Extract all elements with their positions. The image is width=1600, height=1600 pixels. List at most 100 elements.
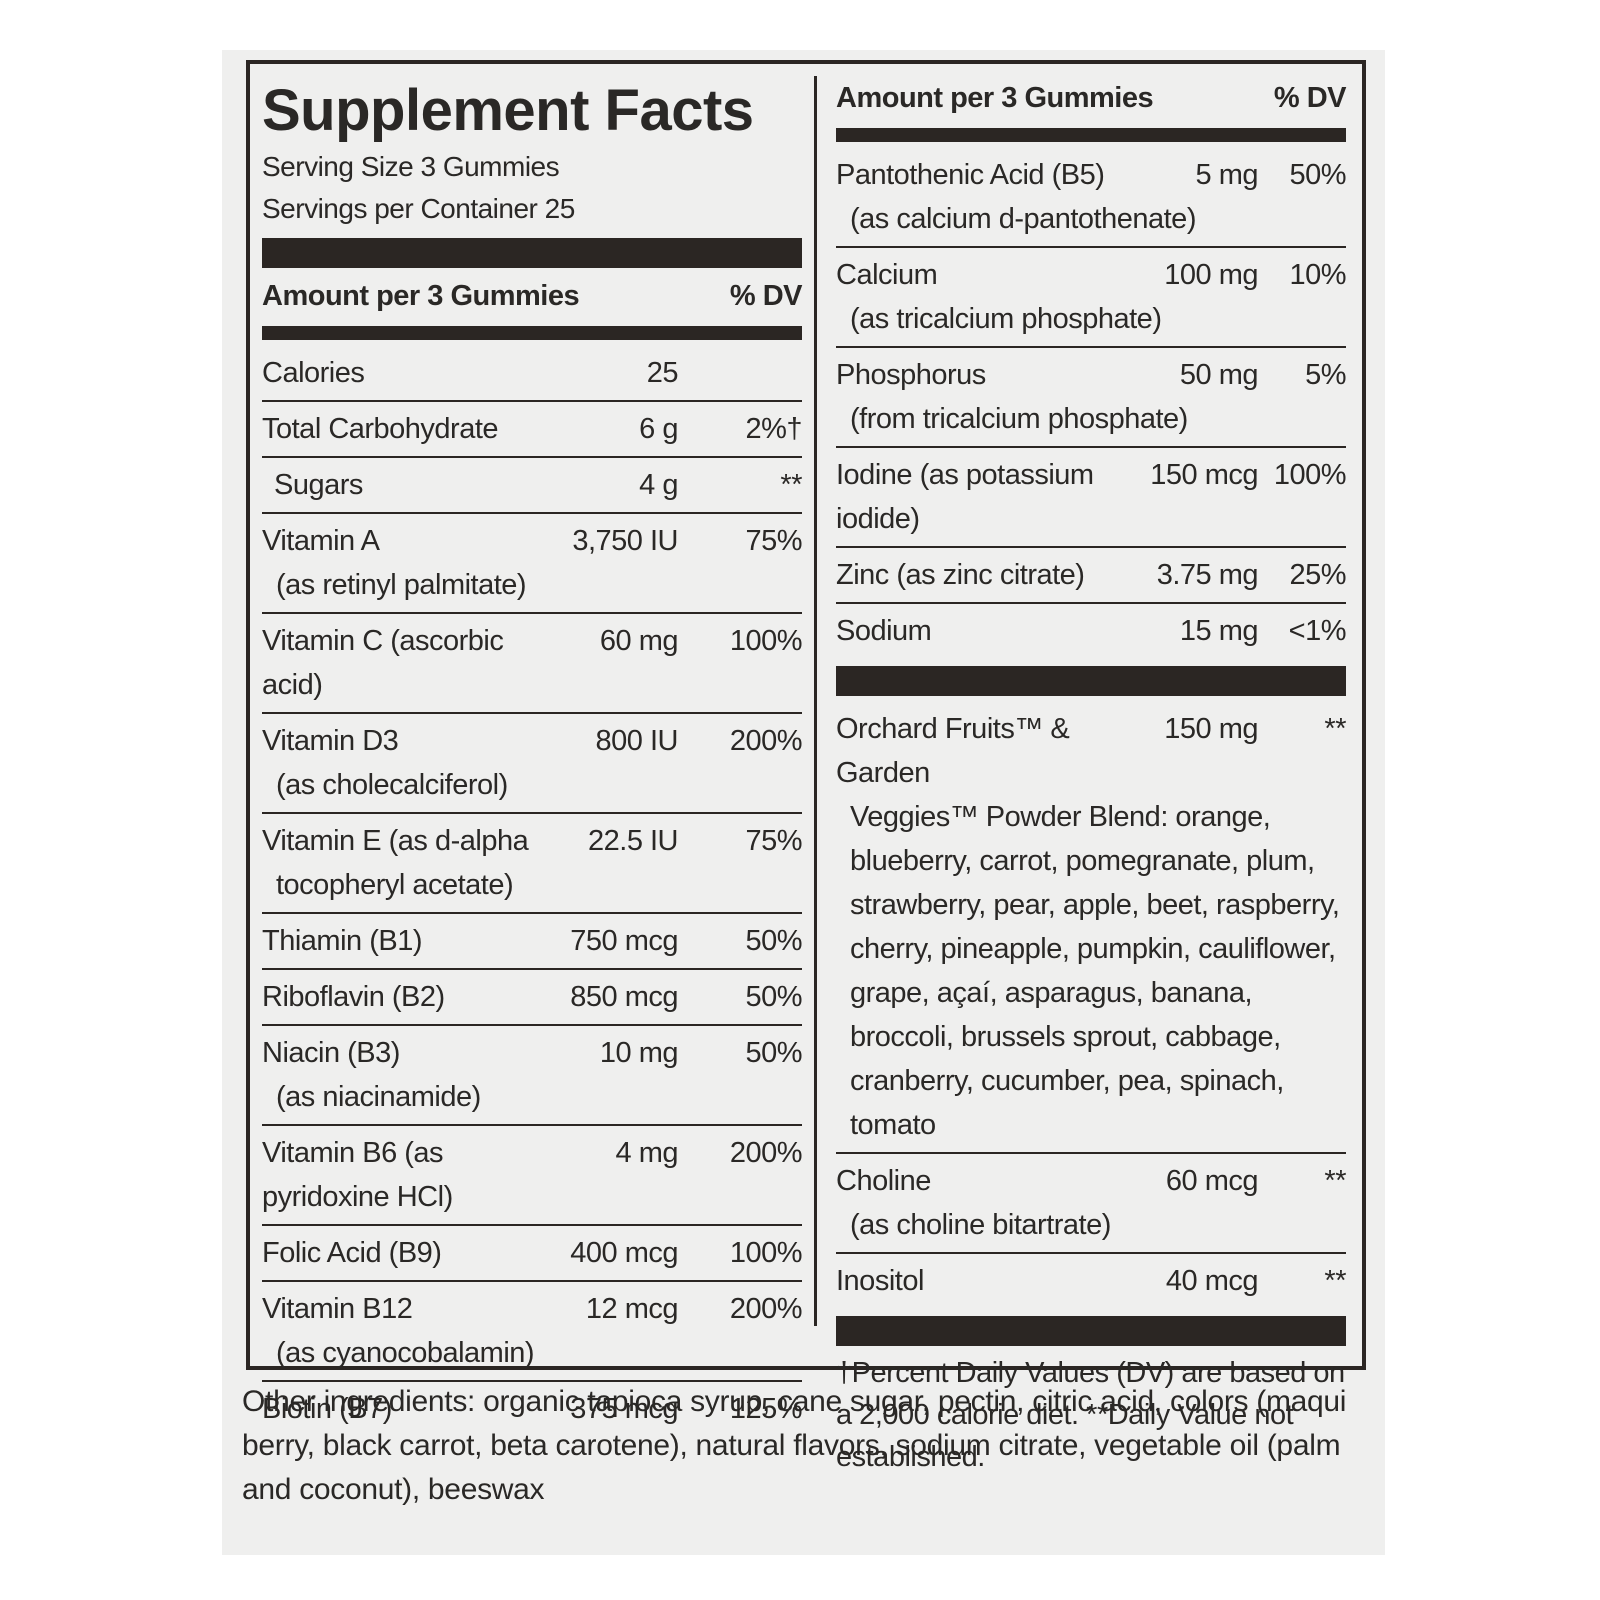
nutrient-row: Calories 25 bbox=[262, 346, 802, 402]
nutrient-name: Riboflavin (B2) bbox=[262, 981, 445, 1013]
nutrient-name: Calories bbox=[262, 357, 365, 389]
serving-size: Serving Size 3 Gummies bbox=[262, 151, 560, 182]
nutrient-detail: (as tricalcium phosphate) bbox=[850, 303, 1162, 335]
label-sheet: Supplement Facts Serving Size 3 Gummies … bbox=[222, 50, 1385, 1555]
daily-value: ** bbox=[1324, 1265, 1346, 1297]
nutrient-row: Biotin (B7) 375 mcg 125% bbox=[262, 1382, 803, 1436]
nutrient-row: Choline 60 mcg ** (as choline bitartrate) bbox=[836, 1154, 1347, 1254]
title: Supplement Facts bbox=[262, 78, 754, 143]
amount: 800 IU bbox=[595, 725, 679, 757]
divider-bar bbox=[836, 128, 1346, 142]
nutrient-detail: Veggies™ Powder Blend: orange, blueberry… bbox=[850, 801, 1340, 1141]
amount: 3.75 mg bbox=[1156, 559, 1259, 591]
divider-bar bbox=[836, 1316, 1346, 1346]
nutrient-name: Vitamin D3 bbox=[262, 725, 399, 757]
amount: 10 mg bbox=[599, 1037, 679, 1069]
nutrient-detail: (as cyanocobalamin) bbox=[276, 1337, 535, 1369]
amount: 400 mcg bbox=[570, 1237, 678, 1269]
column-header: Amount per 3 Gummies % DV bbox=[262, 274, 803, 318]
daily-value: 100% bbox=[729, 625, 803, 657]
other-ingredients: Other ingredients: organic tapioca syrup… bbox=[242, 1385, 1347, 1506]
daily-value: 10% bbox=[1289, 259, 1346, 291]
divider-bar bbox=[262, 326, 802, 340]
nutrient-name: Biotin (B7) bbox=[262, 1393, 392, 1425]
daily-value: 50% bbox=[1289, 159, 1346, 191]
nutrient-row: Vitamin A 3,750 IU 75% (as retinyl palmitat… bbox=[262, 514, 803, 614]
nutrient-row: Vitamin B6 (as pyridoxine HCl) 4 mg 200% bbox=[262, 1126, 803, 1226]
daily-value: ** bbox=[780, 469, 802, 501]
daily-value: 5% bbox=[1305, 359, 1346, 391]
daily-value: ** bbox=[1324, 1165, 1346, 1197]
amount: 22.5 IU bbox=[588, 825, 679, 857]
nutrient-name: Inositol bbox=[836, 1265, 924, 1297]
nutrient-row: Riboflavin (B2) 850 mcg 50% bbox=[262, 970, 803, 1026]
nutrient-name: Thiamin (B1) bbox=[262, 925, 423, 957]
nutrient-name: Vitamin B12 bbox=[262, 1293, 413, 1325]
daily-value: 100% bbox=[729, 1237, 803, 1269]
nutrient-name: Phosphorus bbox=[836, 359, 986, 391]
nutrient-row: Vitamin D3 800 IU 200% (as cholecalciferol) bbox=[262, 714, 803, 814]
amount: 60 mg bbox=[599, 625, 679, 657]
amount: 5 mg bbox=[1195, 159, 1259, 191]
amount: 4 g bbox=[639, 469, 678, 501]
nutrient-row: Sugars 4 g ** bbox=[262, 458, 803, 514]
amount: 12 mcg bbox=[585, 1293, 679, 1325]
amount-header: Amount per 3 Gummies bbox=[262, 280, 580, 312]
servings-per-container: Servings per Container 25 bbox=[262, 193, 575, 224]
nutrient-row: Pantothenic Acid (B5) 5 mg 50% (as calcium … bbox=[836, 148, 1347, 248]
nutrient-row: Iodine (as potassium iodide) 150 mcg 100% bbox=[836, 448, 1347, 548]
nutrient-row: Phosphorus 50 mg 5% (from tricalcium phosph… bbox=[836, 348, 1347, 448]
nutrient-name: Iodine (as potassium iodide) bbox=[836, 459, 1094, 535]
amount: 375 mcg bbox=[570, 1393, 678, 1425]
nutrient-row: Vitamin E (as d-alpha 22.5 IU 75% tocophery… bbox=[262, 814, 803, 914]
blend-list: Orchard Fruits™ & Garden 150 mg ** Veggies™… bbox=[836, 702, 1347, 1308]
nutrient-row: Niacin (B3) 10 mg 50% (as niacinamide) bbox=[262, 1026, 803, 1126]
daily-value: 75% bbox=[745, 825, 802, 857]
amount: 150 mcg bbox=[1150, 459, 1258, 491]
nutrient-row: Orchard Fruits™ & Garden 150 mg ** Veggies™… bbox=[836, 702, 1347, 1154]
nutrient-name: Total Carbohydrate bbox=[262, 413, 499, 445]
nutrient-detail: (as niacinamide) bbox=[276, 1081, 481, 1113]
nutrient-name: Choline bbox=[836, 1165, 931, 1197]
daily-value: 50% bbox=[745, 925, 802, 957]
daily-value: 125% bbox=[729, 1393, 803, 1425]
nutrient-row: Vitamin B12 12 mcg 200% (as cyanocobalamin) bbox=[262, 1282, 803, 1382]
amount: 100 mg bbox=[1164, 259, 1258, 291]
footnote: †Percent Daily Values (DV) are based on … bbox=[836, 1357, 1345, 1473]
amount: 6 g bbox=[639, 413, 678, 445]
nutrient-row: Total Carbohydrate 6 g 2%† bbox=[262, 402, 803, 458]
nutrient-detail: (as retinyl palmitate) bbox=[276, 569, 527, 601]
nutrient-name: Orchard Fruits™ & Garden bbox=[836, 713, 1070, 789]
daily-value: 200% bbox=[729, 1137, 803, 1169]
dv-header: % DV bbox=[729, 280, 803, 312]
nutrient-name: Folic Acid (B9) bbox=[262, 1237, 442, 1269]
amount: 3,750 IU bbox=[572, 525, 678, 557]
amount: 150 mg bbox=[1164, 713, 1258, 745]
daily-value: 50% bbox=[745, 981, 802, 1013]
daily-value: 50% bbox=[745, 1037, 802, 1069]
nutrient-row: Sodium 15 mg <1% bbox=[836, 604, 1347, 658]
nutrient-name: Zinc (as zinc citrate) bbox=[836, 559, 1085, 591]
amount: 40 mcg bbox=[1165, 1265, 1259, 1297]
nutrient-detail: (as calcium d-pantothenate) bbox=[850, 203, 1196, 235]
dv-header: % DV bbox=[1273, 82, 1347, 114]
left-column: Supplement Facts Serving Size 3 Gummies … bbox=[262, 76, 803, 1436]
daily-value: 25% bbox=[1289, 559, 1346, 591]
daily-value: 75% bbox=[745, 525, 802, 557]
nutrient-name: Vitamin A bbox=[262, 525, 380, 557]
nutrient-detail: (as cholecalciferol) bbox=[276, 769, 508, 801]
daily-value: ** bbox=[1324, 713, 1346, 745]
amount: 50 mg bbox=[1179, 359, 1259, 391]
nutrient-name: Sugars bbox=[274, 469, 363, 501]
nutrient-list: Pantothenic Acid (B5) 5 mg 50% (as calcium … bbox=[836, 148, 1347, 658]
nutrient-name: Sodium bbox=[836, 615, 932, 647]
amount: 60 mcg bbox=[1165, 1165, 1259, 1197]
nutrient-name: Vitamin B6 (as pyridoxine HCl) bbox=[262, 1137, 453, 1213]
amount: 850 mcg bbox=[570, 981, 678, 1013]
nutrient-name: Calcium bbox=[836, 259, 938, 291]
column-header: Amount per 3 Gummies % DV bbox=[836, 76, 1347, 120]
nutrient-name: Vitamin C (ascorbic acid) bbox=[262, 625, 504, 701]
nutrient-row: Calcium 100 mg 10% (as tricalcium phosphate… bbox=[836, 248, 1347, 348]
daily-value: <1% bbox=[1288, 615, 1347, 647]
